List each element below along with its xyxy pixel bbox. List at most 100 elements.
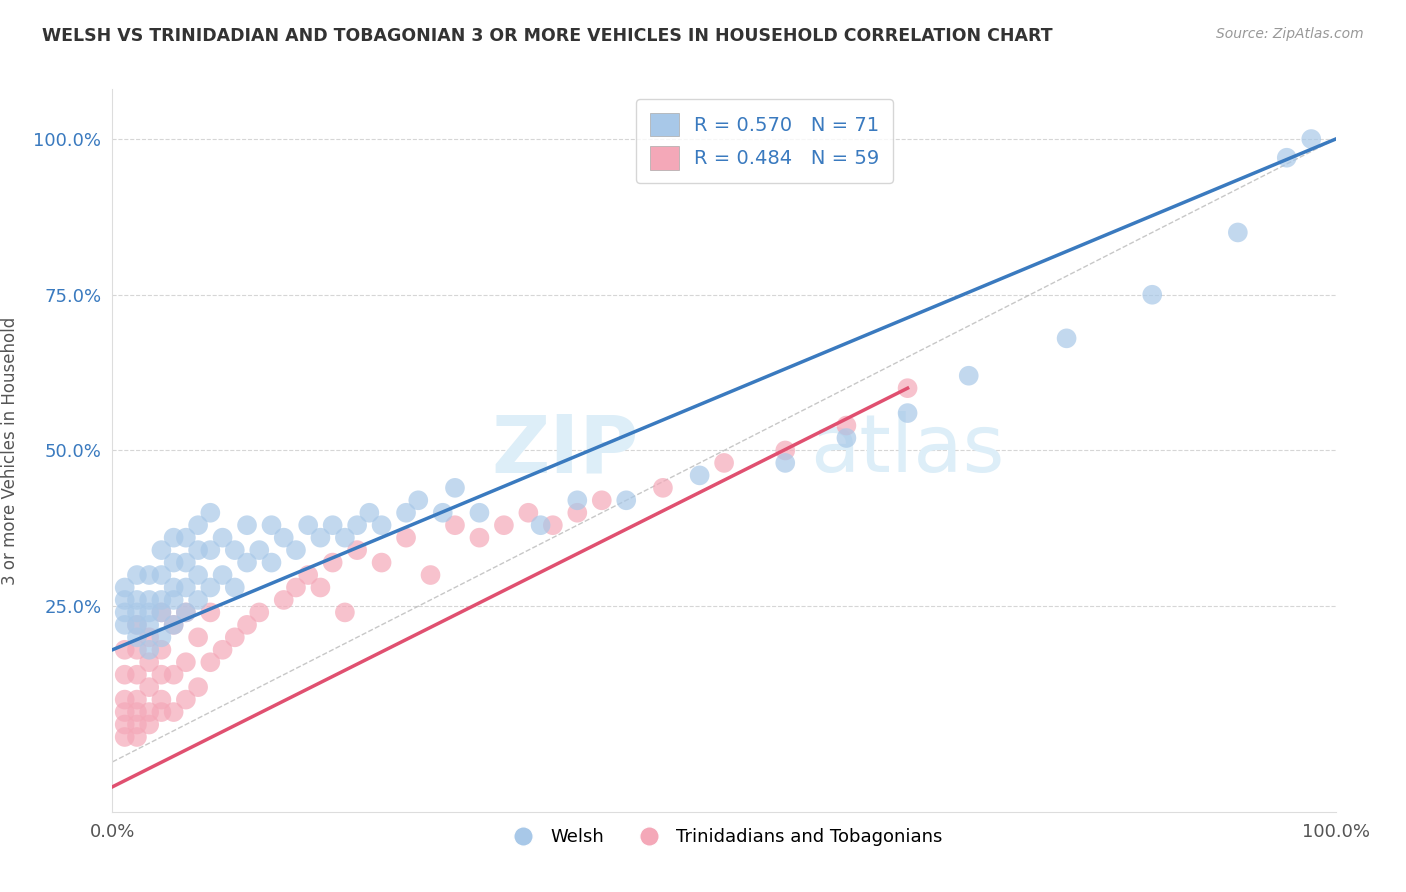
Point (138, 606, 160, 620)
Point (114, 618, 136, 632)
Text: Source: ZipAtlas.com: Source: ZipAtlas.com (1216, 27, 1364, 41)
Point (174, 531, 197, 545)
Point (897, 381, 920, 395)
Point (370, 518, 392, 533)
Point (174, 606, 197, 620)
Point (114, 593, 136, 607)
Point (835, 431, 858, 445)
Point (200, 543, 222, 558)
Point (346, 518, 368, 533)
Point (174, 581, 197, 595)
Point (713, 456, 735, 470)
Point (1142, 287, 1164, 301)
Point (395, 531, 418, 545)
Point (138, 568, 160, 582)
Point (224, 630, 246, 644)
Point (114, 606, 136, 620)
Text: atlas: atlas (810, 411, 1004, 490)
Point (138, 655, 160, 669)
Point (125, 630, 148, 644)
Point (114, 730, 136, 744)
Point (114, 717, 136, 731)
Point (125, 667, 148, 681)
Point (492, 518, 515, 533)
Point (297, 518, 319, 533)
Point (224, 581, 246, 595)
Point (444, 518, 467, 533)
Point (236, 618, 259, 632)
Point (444, 481, 467, 495)
Point (200, 606, 222, 620)
Point (125, 705, 148, 719)
Point (174, 692, 197, 706)
Legend: Welsh, Trinidadians and Tobagonians: Welsh, Trinidadians and Tobagonians (498, 821, 950, 854)
Point (200, 581, 222, 595)
Point (957, 368, 980, 383)
Point (163, 705, 186, 719)
Point (187, 543, 209, 558)
Point (322, 518, 344, 533)
Point (284, 543, 308, 558)
Point (138, 618, 160, 632)
Point (125, 717, 148, 731)
Point (150, 593, 173, 607)
Point (614, 493, 637, 508)
Point (1301, 132, 1323, 146)
Point (125, 618, 148, 632)
Point (529, 518, 551, 533)
Point (138, 705, 160, 719)
Point (835, 418, 858, 433)
Point (567, 506, 589, 520)
Point (150, 705, 173, 719)
Point (517, 506, 540, 520)
Point (247, 543, 270, 558)
Point (114, 692, 136, 706)
Point (163, 618, 186, 632)
Point (187, 630, 209, 644)
Point (689, 468, 711, 483)
Point (236, 518, 259, 533)
Point (224, 543, 246, 558)
Point (236, 556, 259, 570)
Y-axis label: 3 or more Vehicles in Household: 3 or more Vehicles in Household (1, 317, 20, 584)
Point (273, 593, 295, 607)
Point (432, 506, 454, 520)
Point (187, 568, 209, 582)
Text: WELSH VS TRINIDADIAN AND TOBAGONIAN 3 OR MORE VEHICLES IN HOUSEHOLD CORRELATION : WELSH VS TRINIDADIAN AND TOBAGONIAN 3 OR… (42, 27, 1053, 45)
Point (1056, 331, 1078, 345)
Point (114, 667, 136, 681)
Point (163, 667, 186, 681)
Point (297, 568, 319, 582)
Point (187, 680, 209, 694)
Point (211, 531, 233, 545)
Point (309, 531, 332, 545)
Point (775, 443, 797, 458)
Point (187, 593, 209, 607)
Point (284, 581, 308, 595)
Point (333, 531, 356, 545)
Point (309, 581, 332, 595)
Point (652, 481, 675, 495)
Point (775, 456, 797, 470)
Point (163, 581, 186, 595)
Point (322, 556, 344, 570)
Point (163, 556, 186, 570)
Point (468, 531, 491, 545)
Point (138, 593, 160, 607)
Point (138, 717, 160, 731)
Point (150, 630, 173, 644)
Point (468, 506, 491, 520)
Point (1226, 226, 1249, 240)
Point (125, 606, 148, 620)
Point (187, 518, 209, 533)
Point (200, 655, 222, 669)
Point (150, 568, 173, 582)
Point (897, 406, 920, 420)
Point (150, 606, 173, 620)
Point (125, 568, 148, 582)
Point (150, 543, 173, 558)
Point (260, 556, 283, 570)
Point (419, 568, 441, 582)
Point (174, 606, 197, 620)
Point (150, 692, 173, 706)
